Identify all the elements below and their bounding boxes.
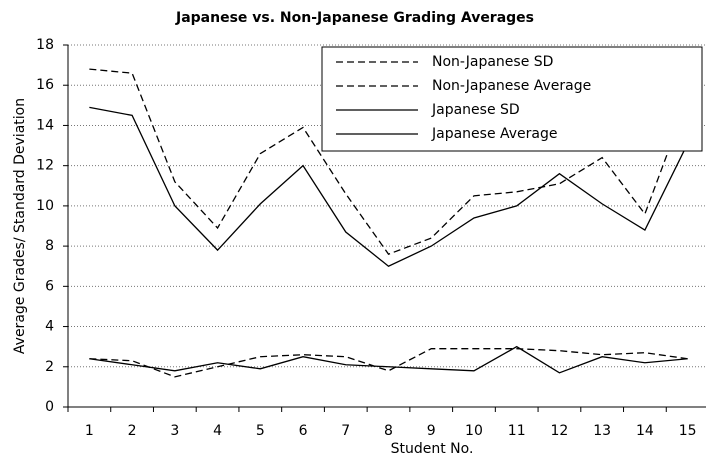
x-tick-label: 8 bbox=[384, 423, 393, 439]
series-line bbox=[89, 106, 689, 267]
x-tick-label: 15 bbox=[679, 423, 697, 439]
y-tick-label: 18 bbox=[36, 37, 54, 53]
x-tick-label: 11 bbox=[508, 423, 526, 439]
x-tick-label: 14 bbox=[636, 423, 654, 439]
x-tick-label: 13 bbox=[593, 423, 611, 439]
y-tick-label: 0 bbox=[45, 399, 54, 415]
x-tick-label: 5 bbox=[256, 423, 265, 439]
series-line bbox=[89, 348, 688, 378]
x-tick-label: 4 bbox=[213, 423, 222, 439]
legend-label: Non-Japanese SD bbox=[432, 54, 553, 70]
y-axis-label: Average Grades/ Standard Deviation bbox=[12, 98, 28, 354]
x-tick-label: 2 bbox=[128, 423, 137, 439]
y-tick-label: 12 bbox=[36, 158, 54, 174]
y-tick-label: 4 bbox=[45, 319, 54, 335]
series-line bbox=[89, 345, 688, 374]
x-tick-label: 12 bbox=[551, 423, 569, 439]
legend-label: Japanese Average bbox=[431, 126, 558, 142]
x-tick-label: 3 bbox=[170, 423, 179, 439]
series-line bbox=[89, 68, 689, 255]
x-tick-label: 9 bbox=[427, 423, 436, 439]
y-tick-label: 14 bbox=[36, 117, 54, 133]
x-axis-label: Student No. bbox=[391, 441, 474, 457]
x-tick-label: 10 bbox=[465, 423, 483, 439]
x-tick-label: 1 bbox=[85, 423, 94, 439]
y-tick-label: 10 bbox=[36, 198, 54, 214]
y-tick-label: 16 bbox=[36, 77, 54, 93]
y-tick-label: 2 bbox=[45, 359, 54, 375]
chart-title: Japanese vs. Non-Japanese Grading Averag… bbox=[175, 10, 534, 26]
legend-label: Japanese SD bbox=[431, 102, 520, 118]
y-tick-label: 6 bbox=[45, 278, 54, 294]
y-tick-label: 8 bbox=[45, 238, 54, 254]
legend-label: Non-Japanese Average bbox=[432, 78, 591, 94]
x-tick-label: 7 bbox=[341, 423, 350, 439]
x-tick-label: 6 bbox=[299, 423, 308, 439]
